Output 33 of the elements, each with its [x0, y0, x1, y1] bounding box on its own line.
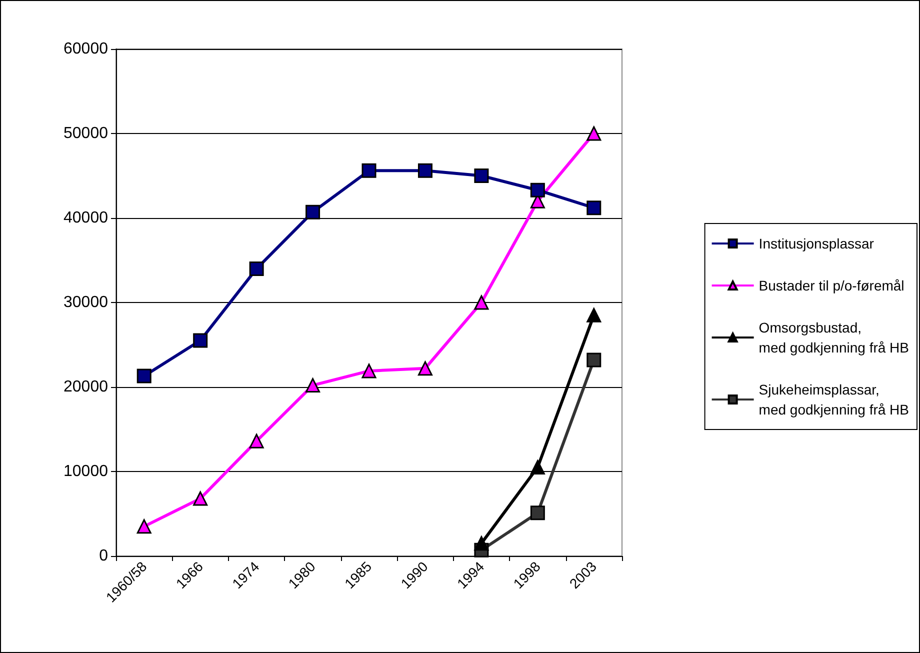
y-tick-label: 10000 — [64, 463, 108, 480]
point — [306, 204, 320, 220]
point — [306, 378, 320, 393]
point — [474, 168, 489, 183]
point — [249, 261, 264, 276]
point — [530, 506, 545, 520]
point — [586, 308, 602, 322]
y-tick-label: 50000 — [64, 125, 108, 142]
point — [586, 352, 602, 368]
y-tick-label: 60000 — [64, 40, 108, 58]
legend-label: Institusjonsplassar — [758, 236, 874, 252]
point — [193, 333, 208, 348]
point — [586, 126, 602, 141]
point — [136, 519, 152, 534]
y-tick-label: 0 — [99, 548, 108, 564]
legend-label: Bustader til p/o-føremål — [758, 278, 904, 294]
point — [136, 368, 152, 384]
y-tick-label: 30000 — [64, 294, 108, 311]
point — [530, 182, 545, 198]
point — [586, 200, 602, 216]
point — [474, 536, 489, 551]
point — [362, 364, 376, 378]
point — [530, 460, 545, 475]
point — [418, 163, 432, 178]
y-tick-label: 40000 — [64, 210, 108, 226]
legend-label: Sjukeheimsplassar, med godkjenning frå HB — [758, 382, 910, 418]
point — [249, 434, 264, 448]
point — [474, 295, 489, 310]
point — [418, 361, 432, 376]
y-tick-label: 20000 — [64, 378, 108, 396]
point — [362, 163, 376, 178]
point — [193, 491, 208, 506]
legend-label: Omsorgsbustad, med godkjenning frå HB — [758, 320, 910, 356]
